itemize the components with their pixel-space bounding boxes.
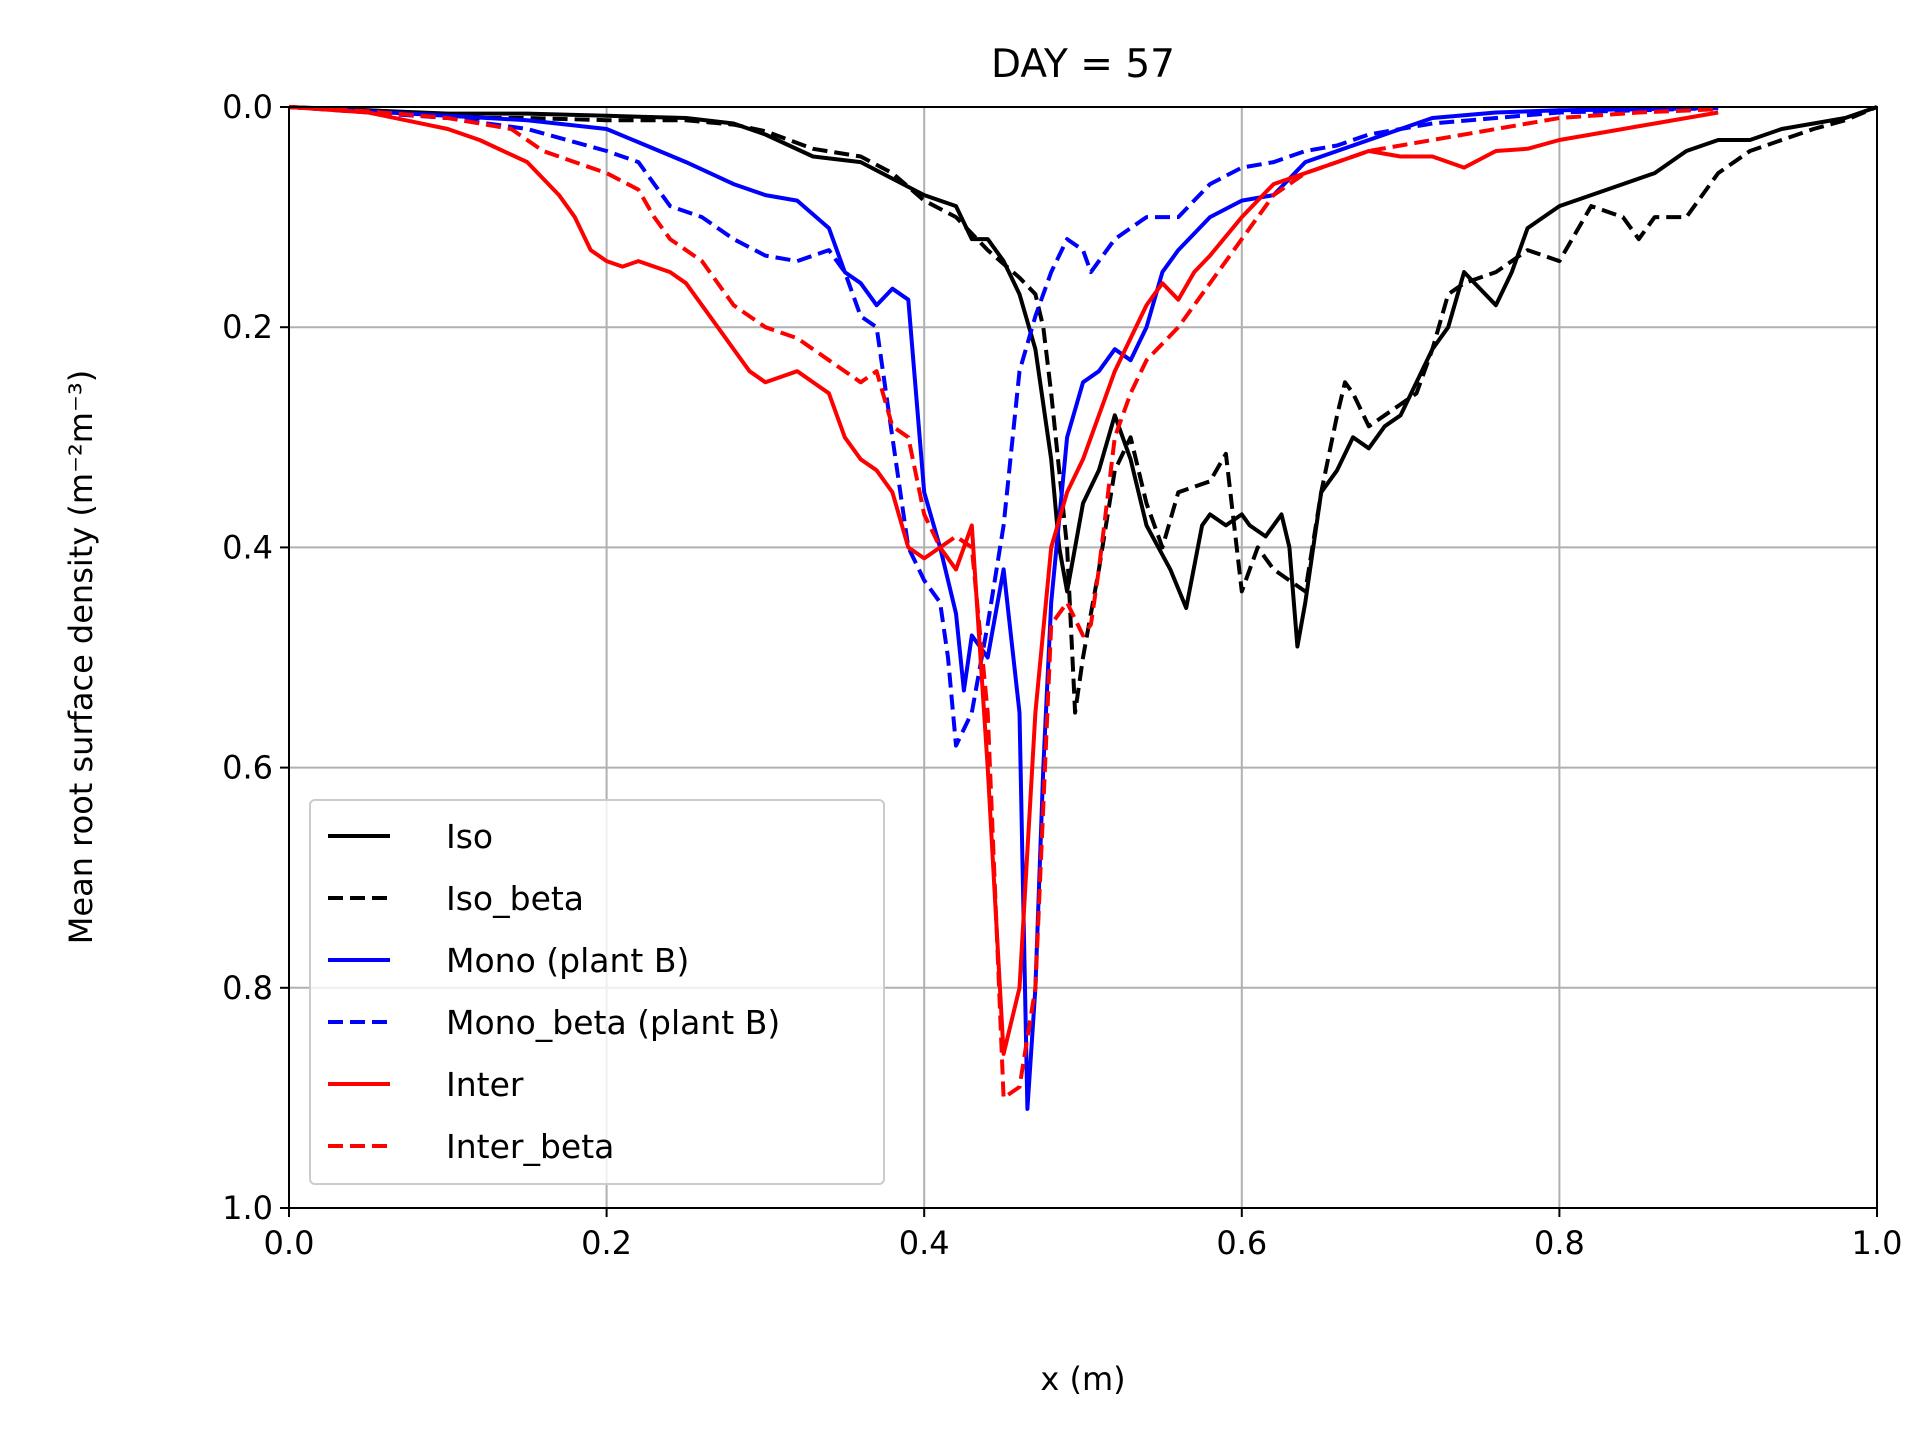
- x-tick-label: 0.8: [1534, 1224, 1585, 1262]
- x-tick-label: 0.2: [581, 1224, 632, 1262]
- legend-box: [309, 799, 885, 1185]
- y-tick-label: 0.6: [222, 749, 273, 787]
- x-tick-label: 1.0: [1852, 1224, 1903, 1262]
- x-tick-label: 0.0: [264, 1224, 315, 1262]
- series-layer: [288, 105, 1878, 1111]
- x-tick-label: 0.6: [1216, 1224, 1267, 1262]
- series-line-iso: [288, 105, 1878, 649]
- chart-title: DAY = 57: [991, 42, 1175, 87]
- plot-frame: [288, 106, 1878, 1209]
- y-tick-label: 1.0: [222, 1189, 273, 1227]
- legend-label: Inter: [446, 1065, 524, 1104]
- series-line-mono-plant-b: [288, 105, 1719, 1111]
- series-line-inter-beta: [288, 105, 1719, 1100]
- x-axis-label: x (m): [1040, 1360, 1125, 1398]
- y-tick-label: 0.8: [222, 969, 273, 1007]
- legend: Iso Iso_beta Mono (plant B) Mono_beta (plan…: [309, 799, 885, 1185]
- x-tick-label: 0.4: [899, 1224, 950, 1262]
- legend-label: Iso_beta: [446, 879, 584, 918]
- series-line-mono-beta-plant-b: [288, 105, 1719, 748]
- y-tick-label: 0.0: [222, 88, 273, 126]
- x-axis: 0.0 0.2 0.4 0.6 0.8 1.0: [264, 1208, 1903, 1262]
- legend-label: Inter_beta: [446, 1127, 614, 1166]
- y-axis: 0.0 0.2 0.4 0.6 0.8 1.0: [222, 88, 289, 1227]
- y-axis-label: Mean root surface density (m⁻²m⁻³): [62, 370, 100, 944]
- y-tick-label: 0.2: [222, 308, 273, 346]
- legend-label: Iso: [446, 817, 493, 856]
- legend-label: Mono_beta (plant B): [446, 1003, 780, 1042]
- series-line-iso-beta: [288, 105, 1878, 715]
- legend-label: Mono (plant B): [446, 941, 689, 980]
- y-tick-label: 0.4: [222, 528, 273, 566]
